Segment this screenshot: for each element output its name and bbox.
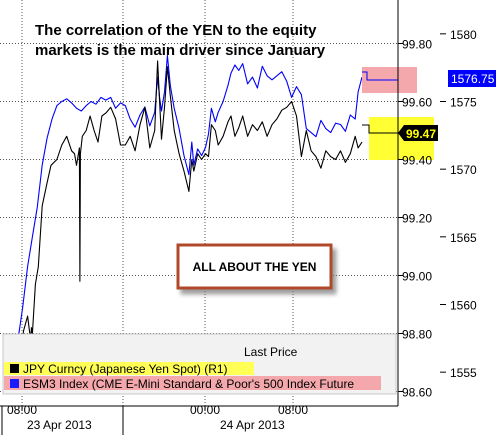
title-line-2: markets is the main driver since January [35, 42, 326, 59]
esm3-last-label-box [448, 70, 496, 87]
legend-entry-1-background [4, 362, 254, 375]
annotation-text: ALL ABOUT THE YEN [193, 260, 317, 274]
y-right-tick-label-5: 1555 [450, 366, 477, 380]
series-layer [7, 54, 363, 387]
annotation-box: ALL ABOUT THE YEN [176, 243, 333, 290]
series-line-esm3 [7, 54, 363, 373]
x-tick-label-0: 08:00 [7, 403, 37, 417]
x-tick-label-1: 00:00 [190, 403, 220, 417]
legend-swatch-esm3 [10, 379, 19, 388]
y-right-tick-label-3: 1565 [450, 231, 477, 245]
esm3-last-label: 1576.75 [451, 72, 495, 86]
y-left-tick-label-3: 99.20 [402, 212, 432, 226]
title-line-1: The correlation of the YEN to the equity [35, 22, 317, 39]
esm3-last-connector [362, 71, 398, 81]
legend-entry-2: ESM3 Index (CME E-Mini Standard & Poor's… [23, 377, 354, 391]
y-right-tick-label-0: 1580 [450, 28, 477, 42]
legend-swatch-jpy [10, 364, 19, 373]
title: The correlation of the YEN to the equity… [35, 22, 326, 59]
last-price-markers: 1576.75 99.47 [362, 67, 496, 160]
y-left-tick-label-4: 99.00 [402, 270, 432, 284]
y-left-tick-label-5: 98.80 [402, 328, 432, 342]
legend: Last Price JPY Curncy (Japanese Yen Spot… [2, 333, 397, 395]
y-left-ticks: 99.80 99.60 99.40 99.20 99.00 98.80 98.60 [398, 38, 432, 400]
y-left-tick-label-0: 99.80 [402, 38, 432, 52]
legend-header: Last Price [244, 345, 298, 359]
x-tick-label-2: 08:00 [278, 403, 308, 417]
axes: 99.80 99.60 99.40 99.20 99.00 98.80 98.60 1580… [0, 0, 477, 435]
y-right-ticks: 1580 1575 1570 1565 1560 1555 [440, 28, 477, 380]
y-right-tick-label-2: 1570 [450, 163, 477, 177]
jpy-last-connector [362, 124, 398, 134]
x-date-label-2: 24 Apr 2013 [220, 418, 285, 432]
legend-entry-1: JPY Curncy (Japanese Yen Spot) (R1) [23, 362, 228, 376]
x-date-label-1: 23 Apr 2013 [27, 418, 92, 432]
y-left-tick-label-1: 99.60 [402, 96, 432, 110]
y-right-tick-label-1: 1575 [450, 96, 477, 110]
legend-entry-2-background [4, 376, 381, 390]
y-left-tick-label-2: 99.40 [402, 154, 432, 168]
y-right-tick-label-4: 1560 [450, 299, 477, 313]
jpy-last-label-box [398, 125, 438, 141]
jpy-last-label: 99.47 [406, 127, 436, 141]
series-line-jpy [7, 60, 363, 387]
y-left-tick-label-6: 98.60 [402, 386, 432, 400]
x-ticks: 08:00 00:00 08:00 [7, 403, 308, 417]
